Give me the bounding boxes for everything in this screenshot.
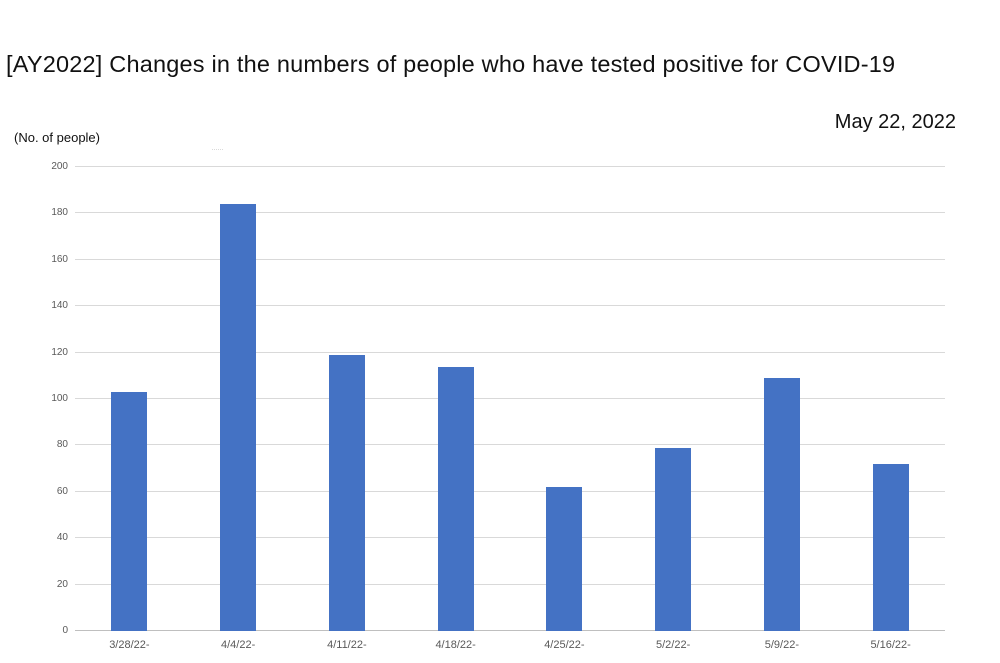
gridline	[75, 212, 945, 214]
y-tick-label: 140	[51, 300, 68, 312]
x-tick-label: 5/9/22-	[764, 639, 799, 651]
faint-artifact-mark	[212, 143, 223, 150]
y-tick-label: 40	[56, 532, 68, 544]
x-tick-label: 5/2/22-	[656, 639, 691, 651]
bar	[655, 447, 692, 631]
bar	[872, 463, 909, 631]
chart-date: May 22, 2022	[834, 111, 956, 133]
x-tick-label: 4/18/22-	[435, 639, 476, 651]
y-tick-label: 60	[56, 485, 68, 497]
gridline	[75, 258, 945, 260]
bar	[328, 354, 365, 631]
gridline	[75, 583, 945, 585]
y-tick-label: 180	[51, 207, 68, 219]
bar	[220, 204, 257, 631]
gridline	[75, 166, 945, 167]
y-axis: 0 20 40 60 80 100 120 140 160 180 200	[0, 162, 68, 636]
gridline	[75, 351, 945, 353]
y-tick-label: 0	[62, 625, 68, 636]
gridline	[75, 537, 945, 539]
y-tick-label: 160	[51, 253, 68, 265]
y-tick-label: 20	[56, 578, 68, 590]
x-tick-label: 4/11/22-	[327, 639, 367, 651]
bar	[111, 392, 148, 631]
gridline	[75, 305, 945, 307]
x-tick-label: 4/4/22-	[221, 639, 256, 651]
gridline	[75, 444, 945, 446]
x-axis-line	[75, 630, 945, 631]
x-axis: 3/28/22- 4/4/22- 4/11/22- 4/18/22- 4/25/22- 5…	[75, 639, 945, 659]
y-tick-label: 120	[51, 346, 68, 358]
bar	[437, 366, 474, 631]
x-tick-label: 4/25/22-	[544, 639, 585, 651]
y-tick-label: 80	[56, 439, 68, 451]
x-tick-label: 3/28/22-	[109, 639, 150, 651]
plot-area	[75, 166, 945, 631]
gridline	[75, 398, 945, 399]
bar	[546, 487, 583, 631]
chart-title: [AY2022] Changes in the numbers of peopl…	[6, 51, 896, 77]
y-axis-unit-label: (No. of people)	[14, 130, 100, 145]
gridline	[75, 490, 945, 492]
bar	[763, 378, 800, 631]
y-tick-label: 200	[51, 161, 68, 172]
y-tick-label: 100	[51, 393, 68, 404]
x-tick-label: 5/16/22-	[870, 639, 911, 651]
